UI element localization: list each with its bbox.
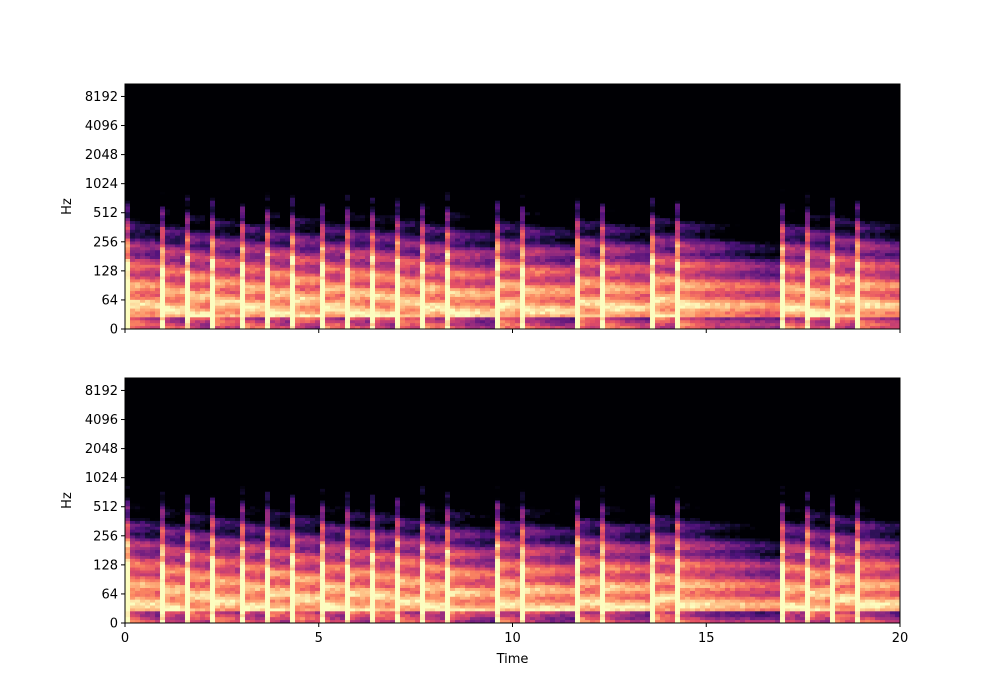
y-tick-label: 1024 [85, 471, 118, 486]
x-tick-label: 15 [698, 631, 715, 646]
y-tick-label: 2048 [85, 148, 118, 163]
y-tick-label: 128 [93, 558, 118, 573]
y-tick-label: 0 [110, 617, 118, 632]
y-axis-label: Hz [60, 492, 75, 509]
x-axis-label: Time [496, 652, 529, 667]
y-tick-label: 4096 [85, 413, 118, 428]
y-tick-label: 256 [93, 529, 118, 544]
x-tick-label: 5 [315, 631, 323, 646]
y-tick-label: 8192 [85, 90, 118, 105]
spectrogram-image [125, 378, 900, 623]
x-tick-label: 20 [892, 631, 909, 646]
y-tick-label: 2048 [85, 442, 118, 457]
y-tick-label: 128 [93, 264, 118, 279]
y-tick-label: 64 [101, 587, 118, 602]
y-tick-label: 512 [93, 500, 118, 515]
y-tick-label: 4096 [85, 119, 118, 134]
y-tick-label: 0 [110, 323, 118, 338]
x-tick-label: 10 [504, 631, 521, 646]
x-tick-label: 0 [121, 631, 129, 646]
spectrogram-panel-bottom: 0 64 128 256 512 1024 2048 4096 8192 0 5 10 15 20 Hz Ti… [60, 377, 909, 667]
y-tick-label: 8192 [85, 384, 118, 399]
y-tick-label: 256 [93, 235, 118, 250]
spectrogram-panel-top: 0 64 128 256 512 1024 2048 4096 8192 Hz [60, 83, 901, 338]
spectrogram-image [125, 84, 900, 329]
y-tick-label: 1024 [85, 177, 118, 192]
y-axis-label: Hz [60, 198, 75, 215]
y-tick-label: 64 [101, 293, 118, 308]
y-tick-label: 512 [93, 206, 118, 221]
